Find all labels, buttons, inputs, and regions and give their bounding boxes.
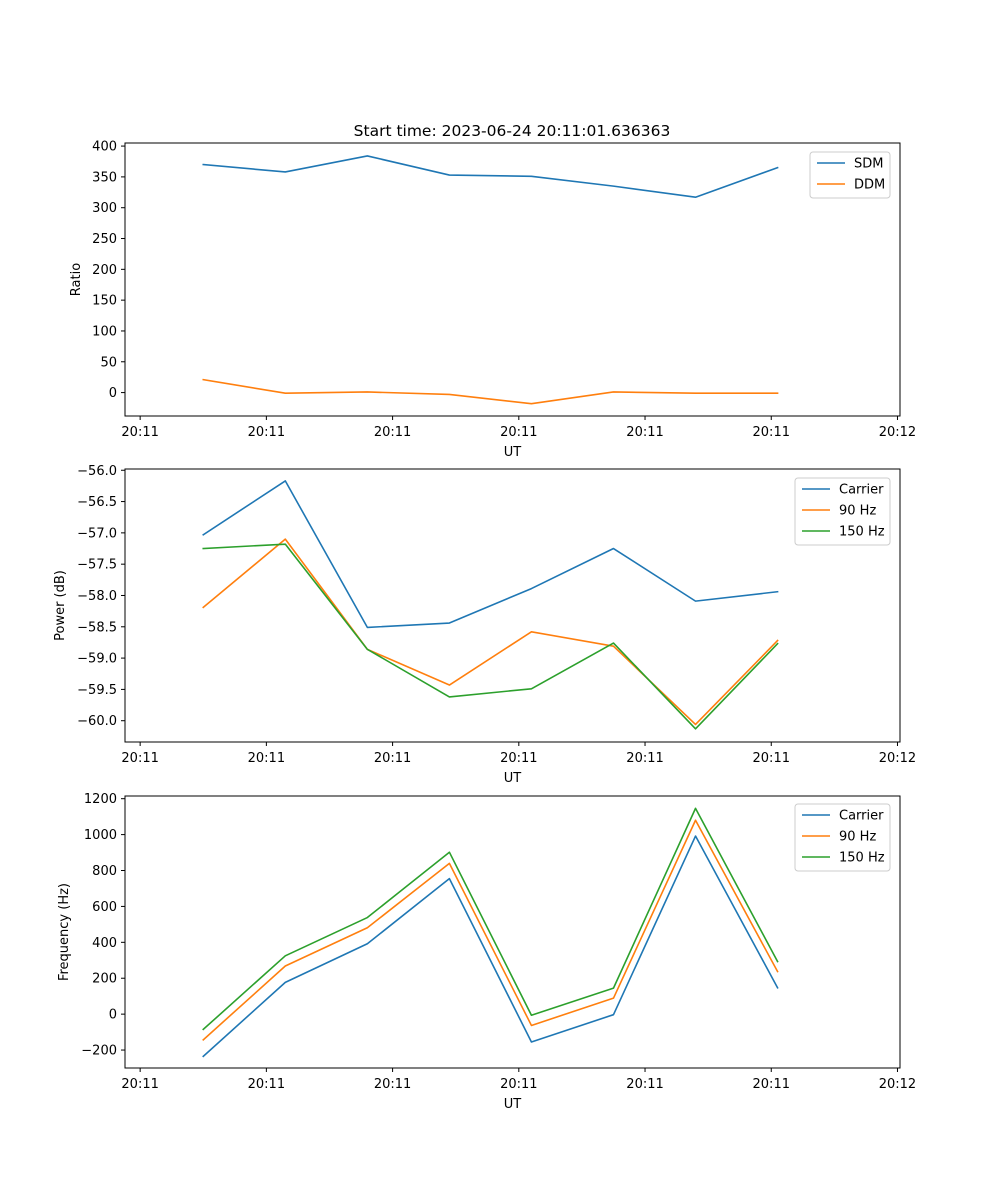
x-tick-label: 20:11 xyxy=(248,751,285,766)
x-tick-label: 20:11 xyxy=(500,425,537,440)
x-tick-label: 20:11 xyxy=(753,425,790,440)
axes-frame xyxy=(124,468,901,743)
legend: Carrier 90 Hz 150 Hz xyxy=(794,477,891,546)
y-tick-label: 1000 xyxy=(84,828,117,843)
y-tick-label: −59.5 xyxy=(77,683,117,698)
series-line-150-hz xyxy=(202,807,779,1031)
y-tick-label: 0 xyxy=(109,386,117,401)
y-tick-label: −57.5 xyxy=(77,558,117,573)
legend-box xyxy=(794,477,891,546)
y-tick-label: 1200 xyxy=(84,792,117,807)
y-tick-label: −200 xyxy=(81,1044,117,1059)
x-tick-label: 20:11 xyxy=(500,1077,537,1092)
y-tick-label: −56.5 xyxy=(77,495,117,510)
y-tick-label: −56.0 xyxy=(77,464,117,479)
x-tick-label: 20:12 xyxy=(879,1077,916,1092)
y-tick-label: 0 xyxy=(109,1008,117,1023)
y-tick-label: 200 xyxy=(92,972,117,987)
legend-label: 150 Hz xyxy=(839,851,885,866)
x-axis-label: UT xyxy=(504,1097,522,1112)
y-tick-label: −57.0 xyxy=(77,526,117,541)
x-tick-label: 20:11 xyxy=(121,425,158,440)
x-tick-label: 20:12 xyxy=(879,751,916,766)
axes-frame xyxy=(124,142,901,417)
x-tick-label: 20:11 xyxy=(753,1077,790,1092)
legend-label: Carrier xyxy=(839,483,884,498)
y-tick-label: −60.0 xyxy=(77,714,117,729)
chart-panel-1: 20:11 20:11 20:11 20:11 20:11 20:11 20:12 0 50 10… xyxy=(69,140,916,460)
series-line-90-hz xyxy=(202,538,779,726)
series-line-carrier xyxy=(202,480,779,629)
figure-title: Start time: 2023-06-24 20:11:01.636363 xyxy=(354,122,671,140)
x-axis-label: UT xyxy=(504,445,522,460)
x-tick-label: 20:11 xyxy=(374,751,411,766)
y-tick-label: 400 xyxy=(92,140,117,155)
y-tick-label: 200 xyxy=(92,263,117,278)
y-tick-label: 150 xyxy=(92,294,117,309)
x-tick-label: 20:11 xyxy=(753,751,790,766)
x-tick-label: 20:11 xyxy=(248,425,285,440)
legend-label: DDM xyxy=(854,178,885,193)
y-axis-label: Power (dB) xyxy=(53,570,68,641)
y-axis-label: Ratio xyxy=(69,263,84,296)
x-tick-label: 20:11 xyxy=(248,1077,285,1092)
series-line-sdm xyxy=(202,155,779,199)
y-tick-label: −58.5 xyxy=(77,620,117,635)
y-tick-label: 600 xyxy=(92,900,117,915)
legend-box xyxy=(794,803,891,872)
y-tick-label: −59.0 xyxy=(77,652,117,667)
x-tick-label: 20:12 xyxy=(879,425,916,440)
y-axis-label: Frequency (Hz) xyxy=(57,883,72,981)
chart-panel-2: 20:11 20:11 20:11 20:11 20:11 20:11 20:12 −56.0… xyxy=(53,464,916,786)
series-line-ddm xyxy=(202,378,779,405)
panels: 20:11 20:11 20:11 20:11 20:11 20:11 20:12 0 50 10… xyxy=(53,140,916,1112)
x-tick-label: 20:11 xyxy=(374,1077,411,1092)
x-axis-label: UT xyxy=(504,771,522,786)
x-tick-label: 20:11 xyxy=(626,751,663,766)
y-tick-label: 800 xyxy=(92,864,117,879)
x-tick-label: 20:11 xyxy=(626,1077,663,1092)
legend-label: 90 Hz xyxy=(839,504,876,519)
legend-label: Carrier xyxy=(839,809,884,824)
y-tick-label: 350 xyxy=(92,170,117,185)
legend-label: 150 Hz xyxy=(839,525,885,540)
x-tick-label: 20:11 xyxy=(121,751,158,766)
y-tick-label: −58.0 xyxy=(77,589,117,604)
x-tick-label: 20:11 xyxy=(626,425,663,440)
legend-label: 90 Hz xyxy=(839,830,876,845)
series-line-150-hz xyxy=(202,543,779,730)
chart-panel-3: 20:11 20:11 20:11 20:11 20:11 20:11 20:12 −200 0… xyxy=(57,792,916,1112)
series-line-90-hz xyxy=(202,819,779,1041)
y-tick-label: 100 xyxy=(92,324,117,339)
y-tick-label: 300 xyxy=(92,201,117,216)
legend: Carrier 90 Hz 150 Hz xyxy=(794,803,891,872)
series-line-carrier xyxy=(202,835,779,1058)
axes-frame xyxy=(124,795,901,1069)
x-tick-label: 20:11 xyxy=(121,1077,158,1092)
x-tick-label: 20:11 xyxy=(500,751,537,766)
y-tick-label: 400 xyxy=(92,936,117,951)
y-tick-label: 50 xyxy=(100,355,117,370)
legend-label: SDM xyxy=(854,157,883,172)
y-tick-label: 250 xyxy=(92,232,117,247)
x-tick-label: 20:11 xyxy=(374,425,411,440)
legend: SDM DDM xyxy=(809,151,891,199)
